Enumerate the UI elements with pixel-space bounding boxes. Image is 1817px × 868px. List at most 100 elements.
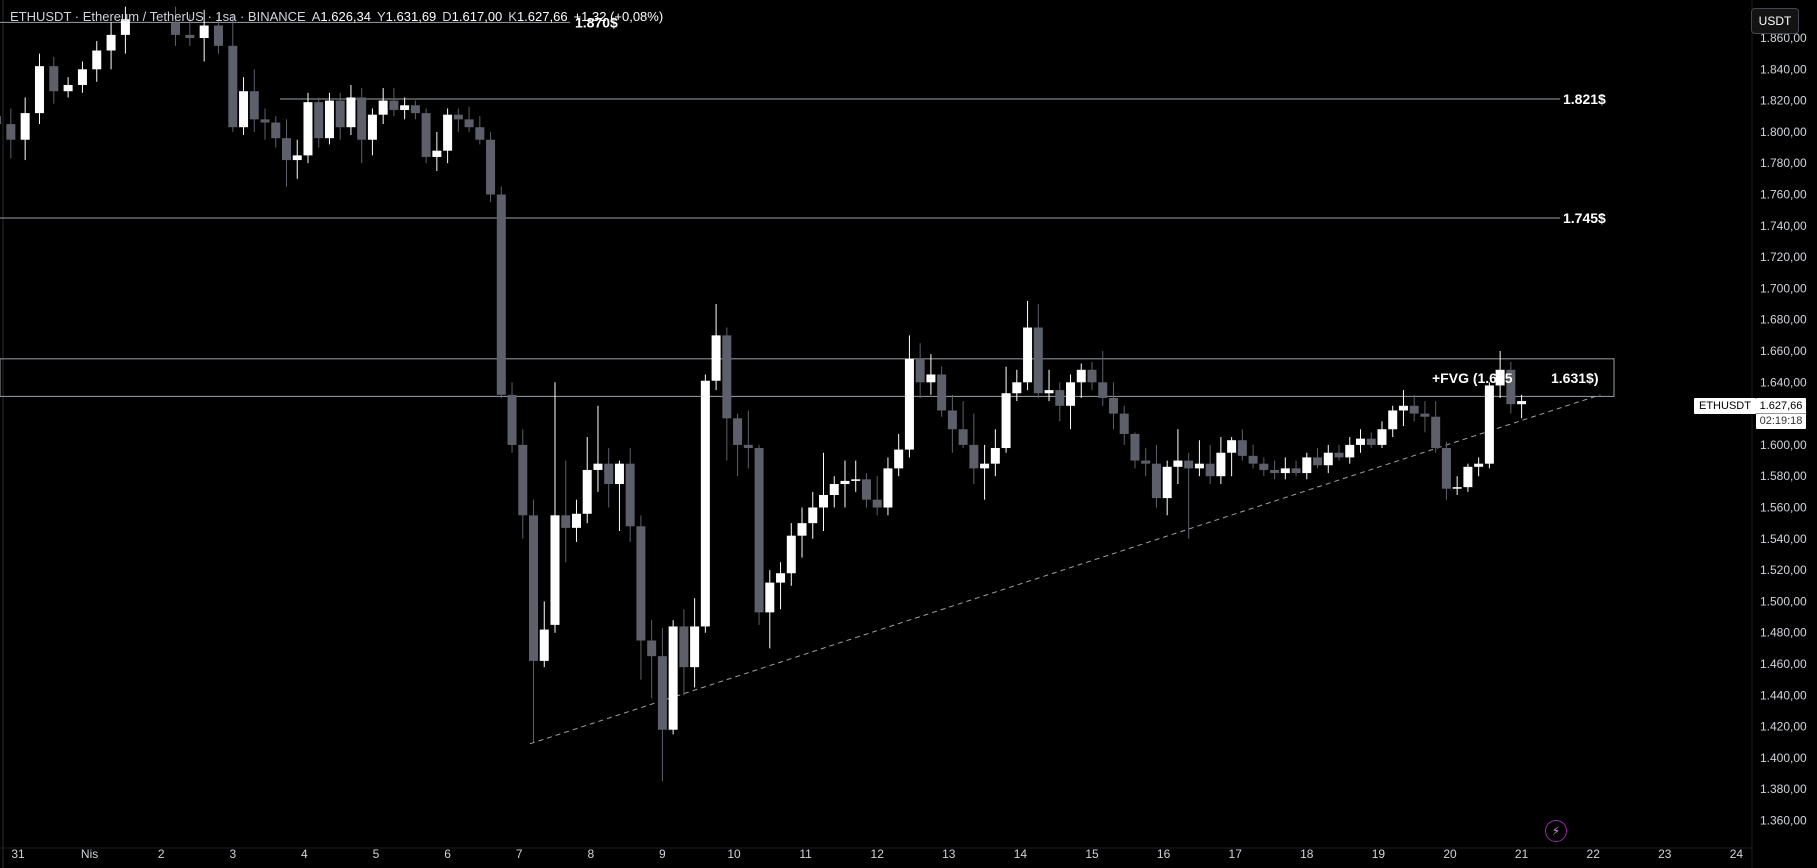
last-price: 1.627,66 bbox=[1759, 400, 1803, 412]
candle-body bbox=[883, 468, 893, 508]
open-value: 1.626,34 bbox=[320, 9, 371, 24]
candle-body bbox=[797, 523, 807, 536]
candle-body bbox=[1431, 416, 1441, 449]
candle-body bbox=[990, 448, 1000, 464]
y-tick-label: 1.760,00 bbox=[1760, 188, 1807, 202]
y-tick-label: 1.800,00 bbox=[1760, 125, 1807, 139]
x-tick-label: 17 bbox=[1229, 847, 1243, 861]
candle-body bbox=[539, 629, 549, 661]
candle-body bbox=[840, 480, 850, 485]
candle-body bbox=[851, 479, 861, 481]
candle-body bbox=[1291, 468, 1301, 474]
candle-body bbox=[904, 358, 914, 450]
candle-body bbox=[625, 463, 635, 527]
candle-body bbox=[700, 380, 710, 627]
close-label: K bbox=[508, 9, 517, 24]
y-tick-label: 1.380,00 bbox=[1760, 782, 1807, 796]
candle-body bbox=[679, 626, 689, 668]
candle-body bbox=[6, 124, 16, 140]
candle-body bbox=[1184, 460, 1194, 469]
candle-body bbox=[1087, 369, 1097, 383]
y-tick-label: 1.400,00 bbox=[1760, 751, 1807, 765]
candle-body bbox=[765, 582, 775, 613]
chart-legend: ETHUSDT · Ethereum / TetherUS · 1sa · BI… bbox=[10, 9, 663, 24]
candle-body bbox=[1388, 410, 1398, 430]
candle-body bbox=[571, 513, 581, 528]
candle-body bbox=[947, 410, 957, 430]
candle-body bbox=[1012, 382, 1022, 394]
y-tick-label: 1.500,00 bbox=[1760, 594, 1807, 608]
candle-body bbox=[1237, 440, 1247, 456]
candle-body bbox=[561, 515, 571, 528]
candle-body bbox=[49, 66, 59, 92]
candle-body bbox=[1474, 463, 1484, 467]
candle-body bbox=[819, 494, 828, 508]
x-tick-label: 18 bbox=[1300, 847, 1314, 861]
candle-body bbox=[1076, 369, 1086, 383]
x-tick-label: 14 bbox=[1014, 847, 1028, 861]
low-value: 1.617,00 bbox=[451, 9, 503, 24]
close-value: 1.627,66 bbox=[516, 9, 568, 24]
candle-body bbox=[754, 448, 764, 613]
candle-body bbox=[171, 22, 181, 35]
candle-body bbox=[106, 34, 116, 51]
x-tick-label: Nis bbox=[81, 847, 98, 861]
y-tick-label: 1.680,00 bbox=[1760, 313, 1807, 327]
candle-body bbox=[443, 114, 453, 151]
candle-body bbox=[1270, 469, 1280, 474]
y-tick-label: 1.840,00 bbox=[1760, 62, 1807, 76]
y-tick-label: 1.520,00 bbox=[1760, 563, 1807, 577]
y-tick-label: 1.780,00 bbox=[1760, 156, 1807, 170]
y-tick-label: 1.440,00 bbox=[1760, 688, 1807, 702]
candle-body bbox=[529, 515, 539, 661]
candle-body bbox=[647, 640, 657, 657]
candle-body bbox=[958, 429, 968, 445]
candle-body bbox=[0, 116, 2, 125]
candle-body bbox=[1066, 382, 1076, 406]
candle-body bbox=[786, 535, 796, 574]
candle-body bbox=[410, 105, 420, 114]
flash-icon[interactable]: ⚡ bbox=[1545, 820, 1567, 842]
candle-body bbox=[1001, 393, 1011, 449]
x-tick-label: 20 bbox=[1443, 847, 1457, 861]
x-tick-label: 19 bbox=[1372, 847, 1386, 861]
candle-body bbox=[335, 100, 345, 128]
candle-body bbox=[432, 150, 442, 157]
candle-body bbox=[582, 469, 592, 514]
x-tick-label: 16 bbox=[1157, 847, 1171, 861]
candle-body bbox=[34, 66, 44, 114]
candle-body bbox=[1055, 390, 1065, 406]
level-label-1870: 1.870$ bbox=[575, 14, 618, 30]
candle-body bbox=[120, 19, 130, 35]
x-tick-label: 15 bbox=[1085, 847, 1099, 861]
candle-body bbox=[1452, 487, 1462, 489]
candle-body bbox=[346, 97, 356, 128]
candle-body bbox=[367, 114, 377, 140]
currency-button[interactable]: USDT bbox=[1751, 8, 1799, 34]
high-label: Y bbox=[377, 9, 386, 24]
bar-countdown: 02:19:18 bbox=[1756, 413, 1806, 428]
candle-body bbox=[711, 335, 721, 381]
candle-body bbox=[421, 113, 431, 157]
x-tick-label: 24 bbox=[1730, 847, 1744, 861]
candle-body bbox=[861, 479, 871, 500]
candle-body bbox=[1377, 429, 1387, 445]
candle-body bbox=[1173, 460, 1183, 467]
candle-body bbox=[1463, 466, 1473, 488]
y-tick-label: 1.460,00 bbox=[1760, 657, 1807, 671]
y-tick-label: 1.740,00 bbox=[1760, 219, 1807, 233]
candle-body bbox=[829, 484, 839, 495]
x-tick-label: 9 bbox=[659, 847, 666, 861]
y-tick-label: 1.360,00 bbox=[1760, 814, 1807, 828]
candle-body bbox=[282, 138, 291, 161]
candle-body bbox=[507, 394, 517, 445]
y-tick-label: 1.720,00 bbox=[1760, 250, 1807, 264]
candle-body bbox=[1098, 382, 1108, 398]
symbol-title[interactable]: ETHUSDT · Ethereum / TetherUS · 1sa · BI… bbox=[10, 9, 306, 24]
fvg-level-label: 1.631$) bbox=[1551, 370, 1598, 386]
y-tick-label: 1.600,00 bbox=[1760, 438, 1807, 452]
candle-body bbox=[657, 656, 667, 730]
candle-body bbox=[1119, 413, 1129, 434]
y-tick-label: 1.860,00 bbox=[1760, 31, 1807, 45]
